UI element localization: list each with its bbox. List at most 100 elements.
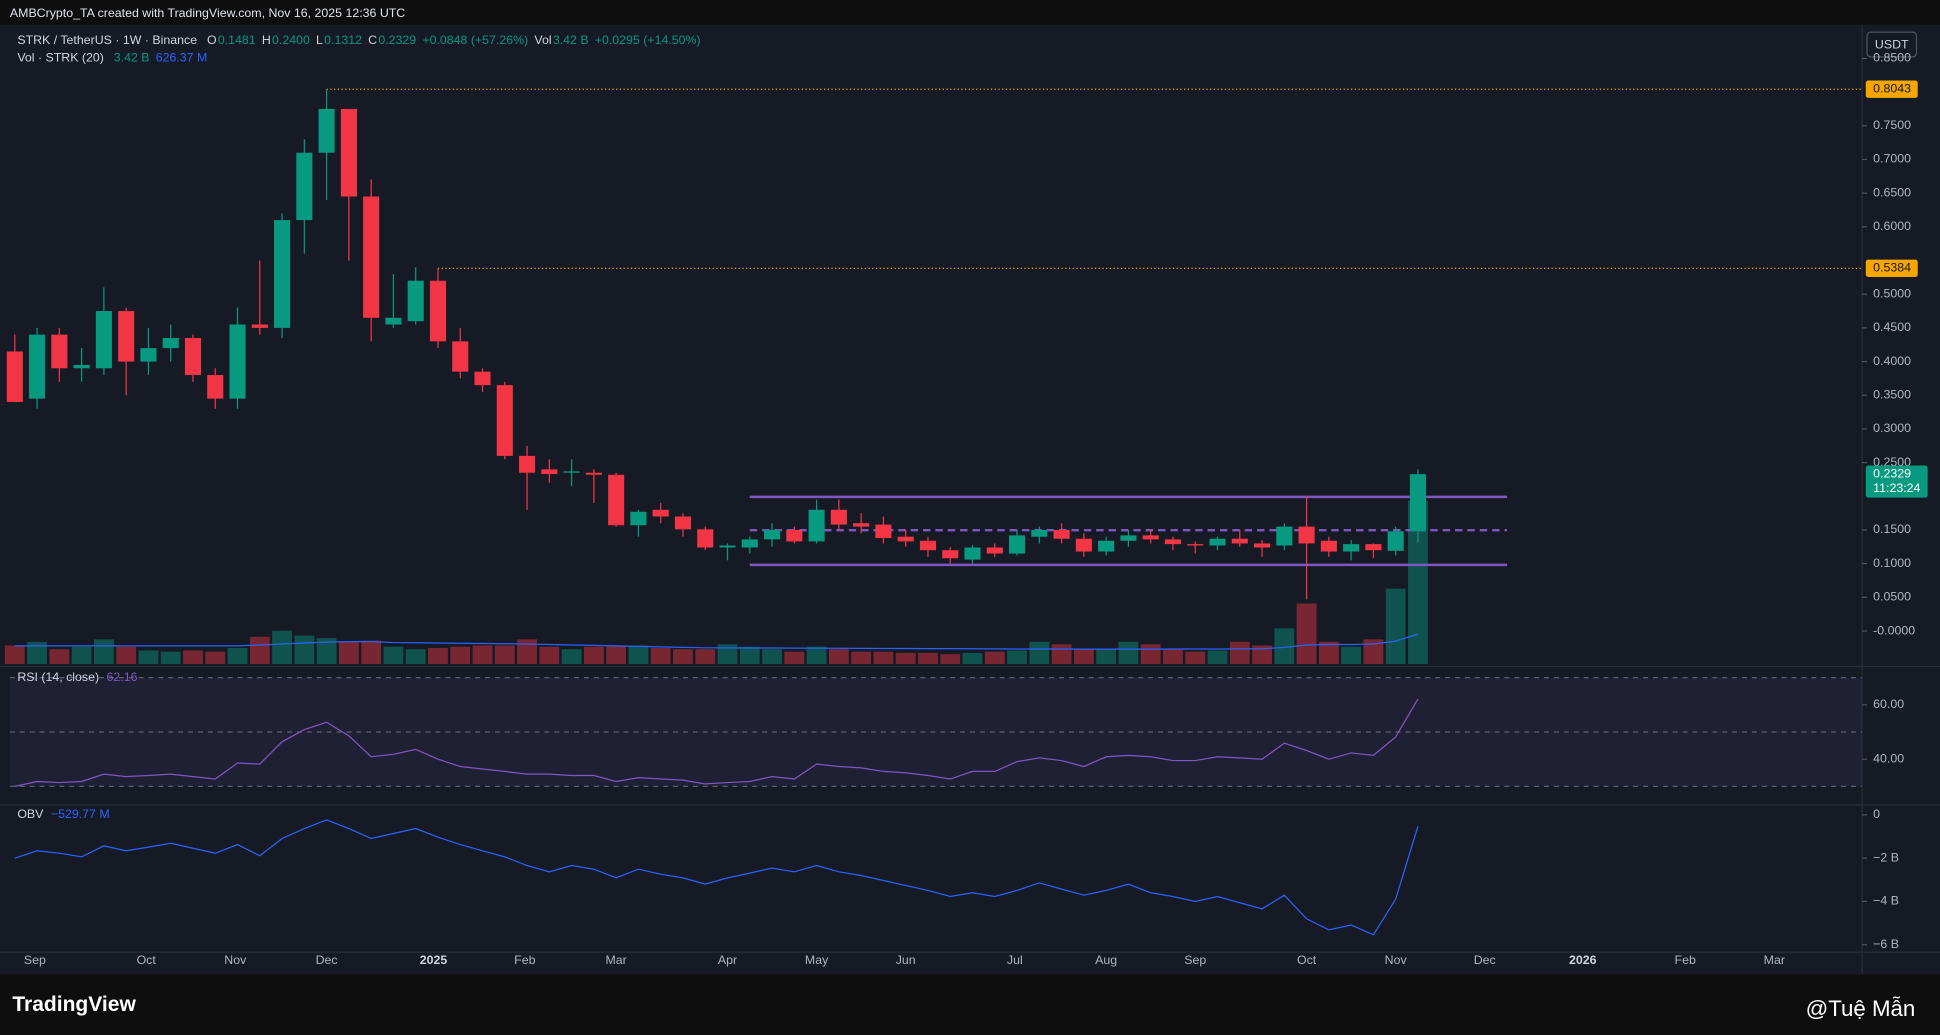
header-credit: AMBCrypto_TA created with TradingView.co… [10, 6, 405, 20]
y-tick-label: 0.4000 [1873, 354, 1911, 368]
candle-body [585, 472, 602, 475]
chart-area [0, 24, 1940, 975]
candle-body [385, 317, 402, 325]
volume-legend-name: Vol · STRK (20) [17, 50, 104, 64]
y-tick-label: −2 B [1873, 850, 1899, 864]
legend-volume-change: +0.0295 (+14.50%) [595, 33, 701, 47]
candle-body [1075, 538, 1092, 552]
legend-letter: O [207, 33, 217, 47]
volume-bar [227, 647, 248, 665]
candle-body [162, 337, 179, 349]
last-price-label: 0.2329 [1873, 466, 1911, 480]
currency-button[interactable] [1866, 31, 1918, 58]
y-tick-label: 0.6500 [1873, 185, 1911, 199]
x-tick-label: Nov [224, 953, 247, 967]
volume-bar [918, 652, 938, 665]
volume-bar [695, 649, 716, 665]
candle-body [1276, 526, 1293, 546]
volume-bar [1185, 651, 1206, 665]
candle-body [318, 108, 335, 153]
legend-letter: H [262, 33, 271, 47]
candle-body [764, 529, 781, 540]
x-tick-label: Oct [137, 953, 157, 967]
candle-body [1053, 529, 1070, 539]
candle-body [1209, 538, 1226, 546]
candle-body [496, 385, 513, 456]
candle-body [1387, 531, 1404, 551]
y-tick-label: 60.00 [1873, 697, 1904, 711]
volume-bar [806, 646, 827, 665]
candle-body [1298, 526, 1315, 544]
volume-ma-legend-value: 626.37 M [156, 50, 208, 64]
brand-logo: TradingView [12, 993, 136, 1016]
candle-body [51, 334, 68, 369]
candle-body [964, 547, 981, 560]
x-tick-label: Mar [1764, 953, 1785, 967]
volume-bar [160, 651, 181, 665]
candle-body [207, 375, 224, 399]
volume-bar [294, 635, 315, 665]
candle-body [897, 536, 914, 542]
candle-body [274, 220, 291, 328]
candle-body [73, 364, 90, 369]
volume-bar [1007, 650, 1027, 665]
volume-bar [405, 649, 426, 665]
candle-body [1320, 540, 1337, 552]
volume-bar [1274, 628, 1295, 665]
volume-bar [1296, 603, 1317, 665]
volume-bar [494, 645, 515, 665]
candle-body [1231, 538, 1248, 544]
currency-label[interactable]: USDT [1875, 37, 1909, 51]
x-tick-label: Nov [1385, 953, 1408, 967]
y-tick-label: 0.0500 [1873, 590, 1911, 604]
x-tick-label: Feb [514, 953, 535, 967]
y-tick-label: 0.5000 [1873, 286, 1911, 300]
candle-body [630, 511, 647, 526]
candle-body [674, 516, 692, 530]
legend-letter: Vol [534, 33, 551, 47]
volume-bar [361, 640, 382, 665]
candle-body [184, 337, 202, 376]
author-watermark: @Tuệ Mẫn [1806, 996, 1916, 1021]
y-tick-label: 0.7500 [1873, 118, 1911, 132]
x-tick-label: 2025 [420, 953, 448, 967]
x-tick-label: Sep [1184, 953, 1206, 967]
legend-low: 0.1312 [324, 33, 362, 47]
legend-letter: L [316, 33, 323, 47]
legend-volume: 3.42 B [553, 33, 589, 47]
volume-bar [383, 646, 404, 665]
x-tick-label: Sep [24, 953, 46, 967]
candle-body [942, 550, 959, 559]
x-tick-label: Feb [1675, 953, 1696, 967]
candle-body [363, 196, 380, 318]
y-tick-label: 0.1000 [1873, 556, 1911, 570]
volume-bar [1318, 641, 1339, 665]
y-tick-label: -0.0000 [1873, 623, 1915, 637]
volume-bar [940, 654, 961, 665]
candle-body [1409, 474, 1426, 532]
y-tick-label: 40.00 [1873, 751, 1904, 765]
level-label: 0.5384 [1873, 261, 1911, 275]
volume-bar [717, 644, 738, 665]
volume-legend-value: 3.42 B [114, 50, 150, 64]
countdown-label: 11:23:24 [1873, 481, 1920, 495]
volume-bar [1140, 644, 1161, 665]
legend-open: 0.1481 [218, 33, 256, 47]
y-tick-label: 0.3000 [1873, 421, 1911, 435]
volume-bar [984, 651, 1005, 665]
candle-body [229, 324, 246, 399]
volume-bar [1385, 588, 1406, 665]
indicator-legend-name: RSI (14, close) [17, 670, 99, 684]
volume-bar [183, 650, 203, 665]
volume-bar [1073, 649, 1094, 665]
candle-body [919, 540, 936, 551]
volume-bar [1029, 641, 1050, 665]
volume-bar [1252, 645, 1272, 665]
candle-body [1120, 535, 1137, 541]
y-tick-label: 0.4500 [1873, 320, 1911, 334]
x-tick-label: Apr [718, 953, 737, 967]
volume-bar [539, 646, 560, 665]
volume-bar [428, 647, 448, 665]
candle-body [741, 539, 758, 548]
level-label-box [1865, 80, 1918, 98]
